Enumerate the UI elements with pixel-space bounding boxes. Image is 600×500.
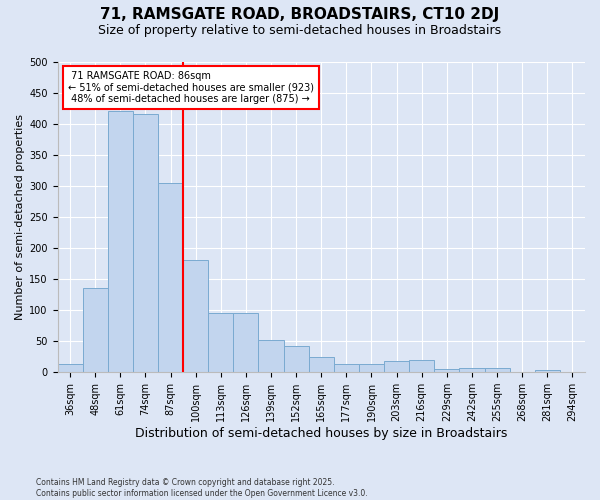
Bar — [259, 340, 284, 372]
Text: 71 RAMSGATE ROAD: 86sqm
← 51% of semi-detached houses are smaller (923)
 48% of : 71 RAMSGATE ROAD: 86sqm ← 51% of semi-de… — [68, 71, 314, 104]
Bar — [83, 288, 108, 372]
Bar — [58, 364, 83, 372]
Bar — [485, 368, 509, 372]
Bar — [183, 260, 208, 372]
Bar — [158, 182, 183, 372]
Bar — [208, 313, 233, 372]
Bar — [284, 346, 308, 372]
Bar — [133, 114, 158, 372]
Bar — [359, 364, 384, 372]
Bar — [535, 370, 560, 372]
Bar — [384, 361, 409, 372]
Text: 71, RAMSGATE ROAD, BROADSTAIRS, CT10 2DJ: 71, RAMSGATE ROAD, BROADSTAIRS, CT10 2DJ — [100, 8, 500, 22]
Y-axis label: Number of semi-detached properties: Number of semi-detached properties — [15, 114, 25, 320]
Bar — [409, 360, 434, 372]
Bar — [308, 356, 334, 372]
Text: Size of property relative to semi-detached houses in Broadstairs: Size of property relative to semi-detach… — [98, 24, 502, 37]
Bar — [108, 111, 133, 372]
X-axis label: Distribution of semi-detached houses by size in Broadstairs: Distribution of semi-detached houses by … — [135, 427, 508, 440]
Bar — [334, 364, 359, 372]
Bar — [460, 368, 485, 372]
Bar — [434, 369, 460, 372]
Text: Contains HM Land Registry data © Crown copyright and database right 2025.
Contai: Contains HM Land Registry data © Crown c… — [36, 478, 368, 498]
Bar — [233, 313, 259, 372]
